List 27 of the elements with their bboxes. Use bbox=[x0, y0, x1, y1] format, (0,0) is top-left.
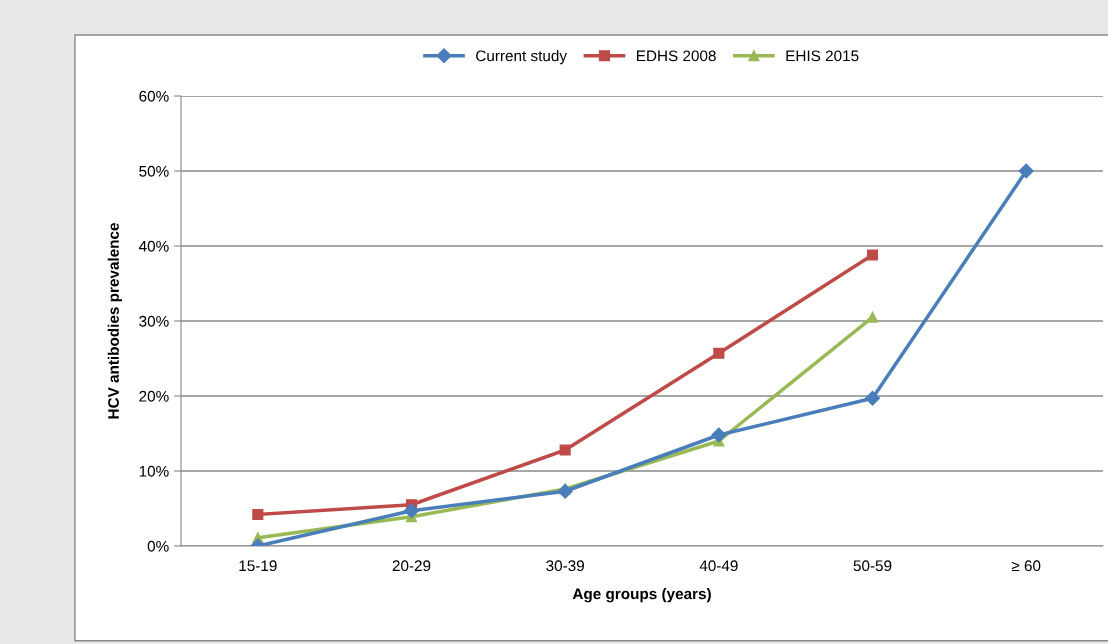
point bbox=[866, 249, 879, 261]
y-tick-label: 0% bbox=[147, 540, 169, 552]
x-axis-title: Age groups (years) bbox=[572, 588, 711, 603]
y-axis-title: HCV antibodies prevalence bbox=[107, 223, 122, 419]
x-tick-label: 20-29 bbox=[392, 560, 431, 572]
point bbox=[713, 347, 725, 359]
y-tick-label: 40% bbox=[138, 240, 169, 252]
y-tick-label: 30% bbox=[139, 315, 169, 327]
x-tick-label: 50-59 bbox=[853, 560, 892, 572]
point bbox=[559, 444, 571, 456]
x-tick-label: 15-19 bbox=[239, 560, 277, 572]
legend-label: EHIS 2015 bbox=[786, 50, 859, 62]
y-tick-label: 20% bbox=[139, 390, 169, 402]
x-tick-label: ≥ 60 bbox=[1011, 560, 1041, 572]
point bbox=[864, 390, 881, 406]
legend-label: Current study bbox=[476, 50, 567, 65]
x-tick-label: 30-39 bbox=[546, 560, 584, 572]
y-tick-label: 10% bbox=[139, 465, 169, 477]
point bbox=[557, 483, 573, 499]
y-tick-label: 60% bbox=[139, 90, 169, 102]
point bbox=[711, 427, 727, 443]
point bbox=[1018, 163, 1034, 179]
point bbox=[252, 508, 264, 521]
y-tick-label: 50% bbox=[139, 165, 169, 177]
x-tick-label: 40-49 bbox=[699, 560, 738, 572]
point bbox=[403, 503, 420, 519]
legend-label: EDHS 2008 bbox=[637, 50, 716, 62]
